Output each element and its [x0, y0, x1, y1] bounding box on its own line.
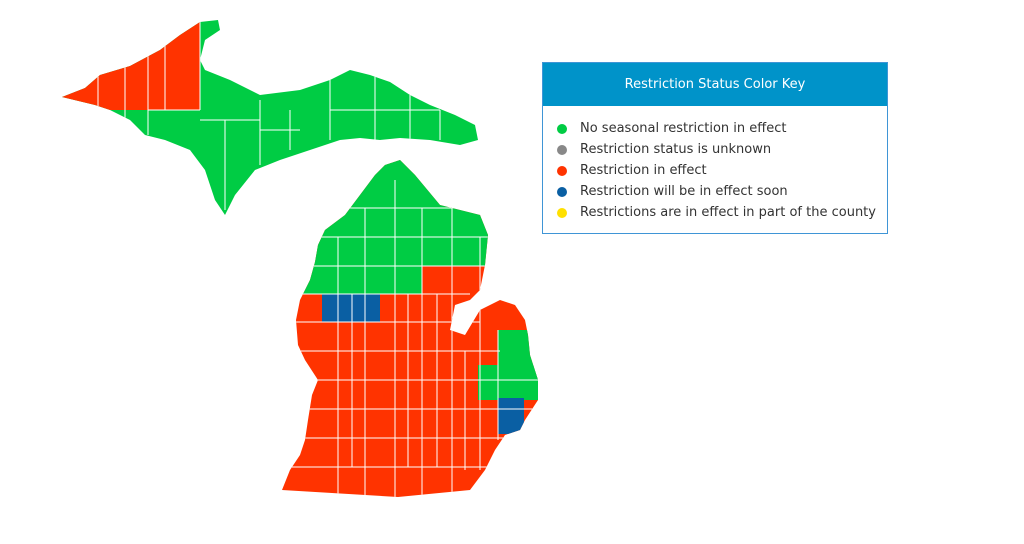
legend-item-no-restriction: No seasonal restriction in effect — [557, 118, 887, 139]
blue-dot-icon — [557, 186, 567, 197]
legend-panel: Restriction Status Color Key No seasonal… — [542, 62, 888, 234]
yellow-dot-icon — [557, 207, 567, 218]
legend-label: Restriction will be in effect soon — [580, 184, 788, 199]
legend-item-unknown: Restriction status is unknown — [557, 139, 887, 160]
lp-county-lines — [282, 180, 538, 497]
macomb-soon-region — [498, 398, 524, 434]
legend-item-partial: Restrictions are in effect in part of th… — [557, 202, 887, 223]
legend-list: No seasonal restriction in effect Restri… — [543, 106, 887, 223]
legend-item-restriction: Restriction in effect — [557, 160, 887, 181]
lower-peninsula — [282, 160, 538, 497]
lp-north-no-restriction-region-2 — [282, 266, 422, 294]
gray-dot-icon — [557, 144, 567, 155]
green-dot-icon — [557, 123, 567, 134]
legend-label: No seasonal restriction in effect — [580, 121, 787, 136]
legend-label: Restriction in effect — [580, 163, 707, 178]
up-county-lines — [97, 20, 441, 210]
legend-label: Restrictions are in effect in part of th… — [580, 205, 876, 220]
legend-item-soon: Restriction will be in effect soon — [557, 181, 887, 202]
red-dot-icon — [557, 165, 567, 176]
thumb-no-restriction-region-2 — [478, 365, 538, 400]
legend-title: Restriction Status Color Key — [543, 63, 887, 106]
lp-soon-region — [322, 294, 380, 322]
legend-label: Restriction status is unknown — [580, 142, 772, 157]
